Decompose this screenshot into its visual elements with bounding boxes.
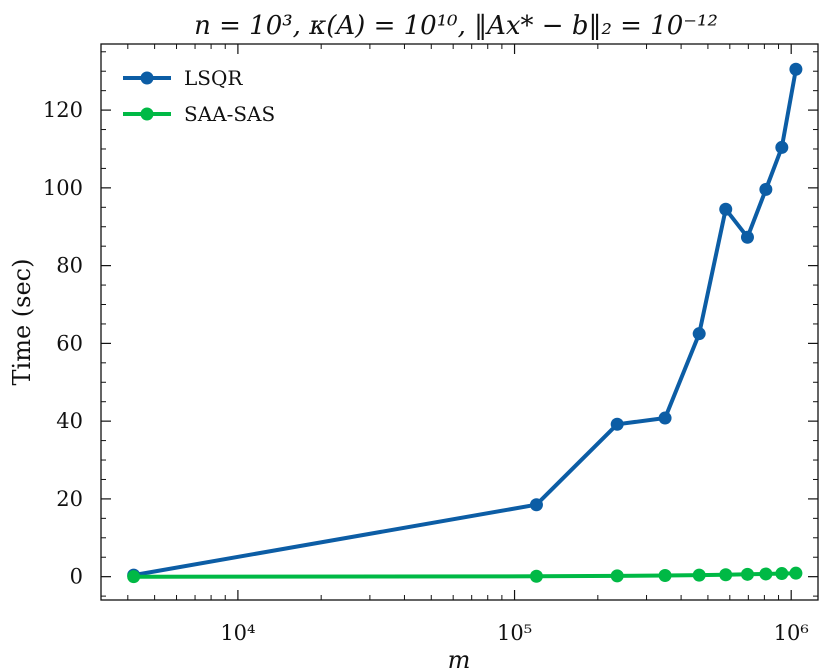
- data-point: [719, 568, 733, 582]
- minor-ticks: [101, 44, 818, 600]
- legend-marker: [140, 71, 154, 85]
- data-point: [529, 498, 543, 512]
- y-tick-label: 20: [56, 487, 83, 511]
- y-axis-label: Time (sec): [8, 259, 36, 386]
- data-point: [658, 411, 672, 425]
- data-point: [692, 568, 706, 582]
- data-point: [740, 567, 754, 581]
- y-tick-label: 60: [56, 331, 83, 355]
- data-point: [740, 230, 754, 244]
- legend-label: SAA-SAS: [184, 102, 275, 126]
- legend: LSQR SAA-SAS: [123, 66, 275, 126]
- major-ticks: 10⁴ 10⁵ 10⁶ 0 20 40 60 80 100 120: [43, 44, 818, 645]
- plot-frame: [100, 43, 819, 601]
- data-point: [127, 570, 141, 584]
- y-tick-label: 120: [43, 98, 83, 122]
- data-point: [719, 202, 733, 216]
- x-axis-label: m: [448, 646, 471, 671]
- series-saa-sas: [127, 566, 803, 584]
- data-point: [610, 417, 624, 431]
- data-point: [610, 569, 624, 583]
- y-tick-label: 80: [56, 254, 83, 278]
- y-tick-label: 100: [43, 176, 83, 200]
- data-point: [775, 567, 789, 581]
- legend-item: LSQR: [123, 66, 243, 90]
- chart-title: n = 10³, κ(A) = 10¹⁰, ‖Ax* − b‖₂ = 10⁻¹²: [194, 11, 718, 41]
- data-point: [759, 567, 773, 581]
- series-line: [133, 68, 798, 578]
- data-point: [775, 140, 789, 154]
- data-point: [789, 566, 803, 580]
- y-tick-label: 0: [70, 565, 83, 589]
- data-point: [759, 182, 773, 196]
- x-tick-label: 10⁴: [220, 621, 255, 645]
- x-tick-label: 10⁶: [774, 621, 809, 645]
- x-tick-label: 10⁵: [497, 621, 532, 645]
- legend-label: LSQR: [184, 66, 243, 90]
- data-point: [692, 327, 706, 341]
- data-point: [529, 569, 543, 583]
- y-tick-label: 40: [56, 409, 83, 433]
- legend-item: SAA-SAS: [123, 102, 275, 126]
- legend-marker: [140, 107, 154, 121]
- data-point: [658, 569, 672, 583]
- series-layer: [127, 62, 803, 584]
- series-lsqr: [127, 62, 803, 582]
- series-line: [133, 571, 796, 579]
- data-point: [789, 62, 803, 76]
